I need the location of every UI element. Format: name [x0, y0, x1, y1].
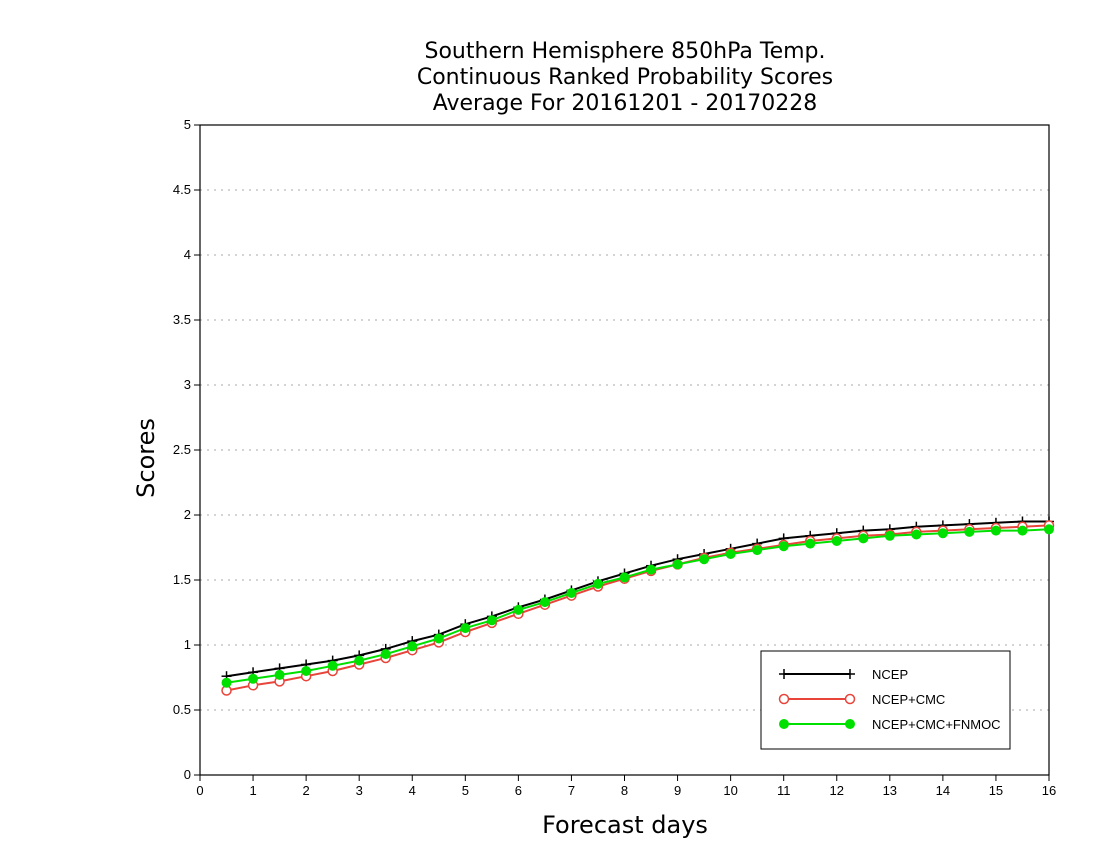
x-tick-label: 6: [515, 783, 522, 798]
x-tick-label: 8: [621, 783, 628, 798]
legend-label: NCEP: [872, 667, 908, 682]
chart-title-line-3: Average For 20161201 - 20170228: [433, 91, 818, 116]
data-point: [990, 525, 1001, 536]
y-tick-label: 0.5: [173, 702, 191, 717]
axis-ticks: 00.511.522.533.544.550 1 2 3 4 5 6 7 8 9 10 11 12 13 1…: [173, 117, 1056, 798]
data-point: [725, 549, 736, 559]
data-point: [1017, 525, 1028, 536]
data-point: [327, 660, 338, 671]
chart-title-line-2: Continuous Ranked Probability Scores: [417, 65, 833, 90]
data-point: [248, 673, 259, 684]
data-point: [407, 641, 418, 652]
y-tick-label: 3: [184, 377, 191, 392]
data-point: [354, 655, 365, 666]
x-tick-label: 15: [989, 783, 1003, 798]
data-point: [1044, 524, 1054, 535]
y-tick-label: 0: [184, 767, 191, 782]
data-point: [592, 578, 603, 589]
legend-marker: [779, 719, 789, 729]
legend-label: NCEP+CMC+FNMOC: [872, 717, 1001, 732]
legend-marker: [779, 669, 789, 679]
x-tick-label: 11: [777, 783, 791, 798]
x-tick-label: 9: [674, 783, 681, 798]
chart-title-line-1: Southern Hemisphere 850hPa Temp.: [425, 39, 826, 64]
data-point: [513, 604, 524, 615]
y-tick-label: 4.5: [173, 182, 191, 197]
legend-items: NCEP NCEP+CMC NCEP+CMC+FNMOC: [778, 667, 1001, 732]
data-point: [858, 533, 869, 544]
legend-marker: [844, 693, 856, 705]
x-tick-label: 3: [356, 783, 363, 798]
data-point: [778, 541, 789, 552]
data-point: [301, 666, 312, 676]
x-tick-label: 14: [936, 783, 950, 798]
plot-series: [221, 516, 1055, 696]
y-axis-label: Scores: [132, 418, 160, 498]
data-point: [911, 529, 922, 540]
x-tick-label: 0: [196, 783, 203, 798]
data-point: [884, 530, 895, 541]
data-point: [805, 538, 816, 549]
data-point: [619, 572, 630, 583]
x-tick-label: 13: [883, 783, 897, 798]
x-tick-label: 12: [830, 783, 844, 798]
data-point: [274, 669, 285, 680]
legend: NCEP NCEP+CMC NCEP+CMC+FNMOC: [760, 650, 1011, 750]
grid-lines: [200, 189, 1049, 711]
data-point: [831, 536, 842, 546]
x-tick-label: 1: [249, 783, 256, 798]
y-tick-label: 5: [184, 117, 191, 132]
data-point: [380, 649, 391, 660]
data-point: [433, 633, 444, 644]
data-point: [566, 588, 577, 598]
legend-marker: [845, 719, 855, 729]
y-tick-label: 4: [184, 247, 191, 262]
x-tick-label: 5: [462, 783, 469, 798]
x-tick-label: 4: [409, 783, 416, 798]
x-axis-label: Forecast days: [542, 811, 708, 839]
data-point: [646, 564, 657, 575]
y-tick-label: 1.5: [173, 572, 191, 587]
data-point: [221, 677, 232, 688]
y-tick-label: 1: [184, 637, 191, 652]
y-tick-label: 2.5: [173, 442, 191, 457]
x-tick-label: 16: [1042, 783, 1056, 798]
data-point: [539, 597, 550, 608]
data-point: [486, 615, 497, 626]
data-point: [460, 623, 471, 634]
x-tick-label: 2: [303, 783, 310, 798]
legend-marker: [778, 693, 790, 705]
data-point: [672, 559, 683, 570]
series-ncep-cmc-fnmoc: [221, 524, 1054, 688]
y-tick-label: 2: [184, 507, 191, 522]
data-point: [752, 545, 763, 556]
y-tick-label: 3.5: [173, 312, 191, 327]
data-point: [937, 528, 948, 539]
x-tick-label: 10: [723, 783, 737, 798]
legend-marker: [845, 669, 855, 679]
data-point: [964, 526, 975, 537]
x-tick-label: 7: [568, 783, 575, 798]
data-point: [699, 554, 710, 565]
legend-label: NCEP+CMC: [872, 692, 945, 707]
